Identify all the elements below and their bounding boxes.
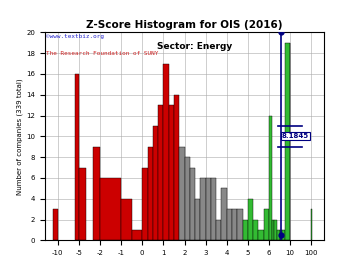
Bar xyxy=(142,167,148,240)
Bar xyxy=(153,126,158,240)
Bar xyxy=(201,178,206,240)
Bar xyxy=(132,230,142,240)
Bar xyxy=(206,178,211,240)
Bar xyxy=(243,220,248,240)
Bar xyxy=(274,220,277,240)
Text: Sector: Energy: Sector: Energy xyxy=(157,42,232,51)
Bar xyxy=(277,230,280,240)
Bar xyxy=(195,199,201,240)
Bar xyxy=(253,220,258,240)
Bar xyxy=(79,167,86,240)
Bar xyxy=(190,167,195,240)
Bar xyxy=(221,188,227,240)
Bar xyxy=(258,230,264,240)
Bar xyxy=(264,209,269,240)
Bar xyxy=(168,105,174,240)
Text: The Research Foundation of SUNY: The Research Foundation of SUNY xyxy=(46,51,158,56)
Bar xyxy=(158,105,163,240)
Bar xyxy=(248,199,253,240)
Bar xyxy=(121,199,132,240)
Bar xyxy=(174,95,179,240)
Bar xyxy=(148,147,153,240)
Bar xyxy=(285,43,290,240)
Text: 8.1845: 8.1845 xyxy=(282,133,309,139)
Title: Z-Score Histogram for OIS (2016): Z-Score Histogram for OIS (2016) xyxy=(86,20,283,30)
Bar xyxy=(93,147,100,240)
Bar xyxy=(232,209,237,240)
Bar xyxy=(269,116,272,240)
Bar xyxy=(237,209,243,240)
Bar xyxy=(272,220,274,240)
Bar xyxy=(100,178,121,240)
Bar xyxy=(282,230,285,240)
Bar xyxy=(53,209,58,240)
Bar xyxy=(179,147,185,240)
Bar xyxy=(216,220,221,240)
Bar xyxy=(75,74,79,240)
Bar xyxy=(163,63,168,240)
Text: ©www.textbiz.org: ©www.textbiz.org xyxy=(46,35,104,39)
Bar xyxy=(227,209,232,240)
Bar xyxy=(280,230,282,240)
Bar xyxy=(185,157,190,240)
Y-axis label: Number of companies (339 total): Number of companies (339 total) xyxy=(17,78,23,195)
Bar xyxy=(211,178,216,240)
